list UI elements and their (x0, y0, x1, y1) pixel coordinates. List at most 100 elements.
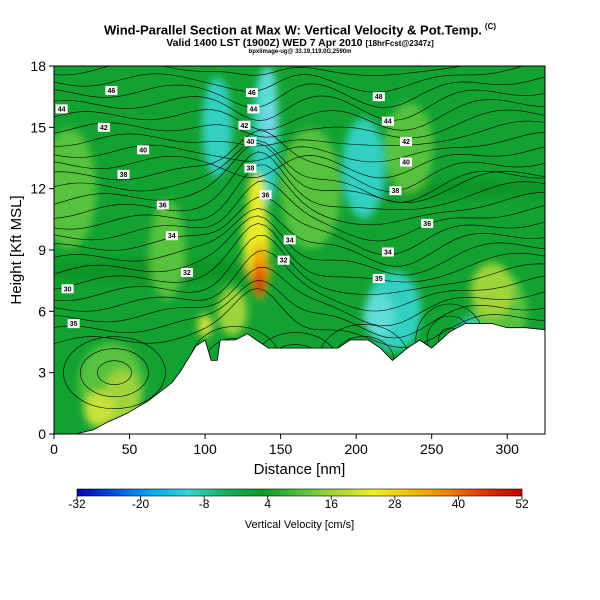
theta-label-text: 44 (58, 106, 66, 113)
colorbar-ticks: -32 -20 -8 4 16 28 40 52 (68, 496, 529, 511)
theta-contour (54, 180, 545, 242)
y-tick-label: 9 (38, 242, 46, 258)
colorbar-tick-label: -8 (199, 497, 210, 511)
theta-label-text: 46 (108, 88, 116, 95)
theta-contour-cell (97, 360, 132, 386)
theta-label-text: 40 (247, 139, 255, 146)
x-tick-label: 300 (496, 441, 520, 457)
x-axis: 0 50 100 150 200 250 300 (50, 434, 519, 457)
field-blob (247, 173, 266, 224)
theta-label-box (137, 145, 150, 155)
velocity-field (54, 66, 545, 428)
theta-label-text: 35 (70, 321, 78, 328)
theta-label-text: 42 (100, 125, 108, 132)
theta-label: 38 (389, 186, 402, 196)
theta-contour (54, 164, 545, 230)
theta-contour (54, 89, 545, 121)
theta-label-box (421, 218, 434, 228)
theta-label-text: 32 (183, 270, 191, 277)
theta-label: 44 (55, 104, 68, 114)
field-blob (149, 200, 186, 300)
theta-contour (54, 266, 545, 327)
field-blob (342, 118, 385, 219)
theta-label: 32 (277, 255, 290, 265)
field-blob (197, 313, 213, 338)
theta-label: 46 (105, 86, 118, 95)
theta-label-box (372, 274, 385, 284)
theta-label-text: 35 (375, 276, 383, 283)
theta-label: 42 (400, 137, 412, 147)
y-tick-label: 6 (38, 303, 46, 319)
theta-contour (54, 109, 545, 139)
field-blob (256, 278, 263, 295)
field-blob (54, 128, 97, 249)
theta-contour (54, 288, 545, 348)
theta-contour (54, 234, 545, 301)
theta-contour (54, 196, 545, 256)
theta-label-text: 42 (402, 139, 410, 146)
terrain (54, 323, 545, 434)
theta-label-box (372, 92, 385, 102)
theta-label-box (117, 169, 130, 179)
theta-label: 30 (61, 284, 74, 294)
theta-label: 40 (137, 145, 150, 155)
theta-label: 44 (247, 104, 260, 114)
title-mark: (C) (484, 22, 497, 31)
colorbar-tick-label: 4 (264, 497, 271, 511)
theta-label-text: 48 (375, 94, 383, 101)
theta-label-box (156, 200, 169, 210)
field-blob (217, 287, 248, 336)
theta-label: 36 (421, 218, 434, 228)
y-tick-label: 18 (30, 58, 46, 74)
theta-contour (54, 66, 464, 76)
theta-contour (54, 66, 524, 93)
theta-label: 36 (156, 200, 169, 210)
theta-label: 44 (381, 116, 394, 126)
theta-label: 38 (244, 163, 257, 173)
theta-label-text: 44 (250, 106, 258, 113)
theta-label-box (165, 231, 178, 241)
theta-label: 35 (372, 274, 385, 284)
theta-label-text: 36 (262, 192, 270, 199)
theta-label: 38 (117, 169, 130, 179)
theta-label-text: 36 (423, 221, 431, 228)
theta-contour (54, 120, 545, 147)
field-blob (470, 262, 514, 319)
y-tick-label: 12 (30, 181, 46, 197)
theta-contour-cell (80, 348, 149, 398)
colorbar: -32 -20 -8 4 16 28 40 52 Vertical Velocity [cm/… (68, 488, 529, 531)
theta-label-box (381, 116, 394, 126)
theta-label: 36 (259, 190, 272, 200)
theta-label-text: 34 (384, 250, 392, 257)
theta-label-box (381, 247, 394, 257)
theta-label-text: 34 (286, 237, 294, 244)
field-blob (384, 102, 434, 193)
field-blob (202, 77, 233, 178)
theta-label-box (238, 120, 251, 130)
colorbar-tick-label: -20 (132, 497, 150, 511)
theta-label-text: 46 (248, 90, 256, 97)
theta-label-box (244, 137, 257, 147)
plot-area: 46 44 42 40 38 36 34 32 30 35 46 44 42 40 38 36 34 32 48 44… (54, 66, 545, 434)
theta-contour (54, 146, 545, 179)
theta-labels: 46 44 42 40 38 36 34 32 30 35 46 44 42 40 38 36 34 32 48 44… (55, 86, 434, 329)
theta-label: 48 (372, 92, 385, 102)
colorbar-bar (76, 488, 523, 497)
theta-label: 34 (165, 231, 178, 241)
x-axis-title: Distance [nm] (254, 461, 346, 478)
theta-label-text: 32 (280, 258, 288, 265)
y-axis: 0 3 6 9 12 15 18 (30, 58, 54, 442)
x-tick-label: 150 (269, 441, 293, 457)
theta-label: 42 (97, 122, 110, 132)
theta-label-text: 34 (168, 233, 176, 240)
theta-label: 32 (180, 268, 193, 277)
field-blob (84, 391, 115, 428)
y-tick-label: 3 (38, 365, 46, 381)
colorbar-title: Vertical Velocity [cm/s] (245, 519, 354, 531)
theta-label-text: 40 (139, 147, 147, 154)
theta-label-box (389, 186, 402, 196)
y-tick-label: 0 (38, 426, 46, 442)
theta-label: 40 (400, 157, 412, 167)
theta-label-box (400, 137, 412, 147)
theta-contour (54, 140, 545, 203)
